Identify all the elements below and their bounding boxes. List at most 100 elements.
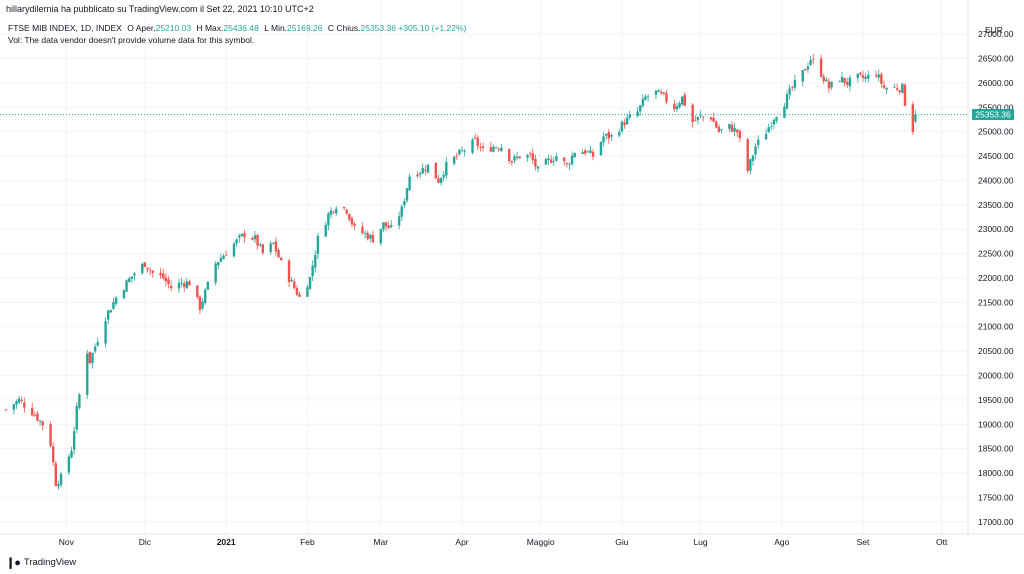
- candle-body: [565, 163, 569, 165]
- candle-body: [206, 281, 210, 290]
- candle-body: [675, 106, 679, 110]
- candle-body: [75, 405, 78, 430]
- candle-body: [426, 164, 430, 173]
- x-tick-label: Ago: [774, 537, 789, 547]
- candle-body: [251, 237, 254, 240]
- candle-body: [489, 147, 493, 152]
- y-tick-label: 26500.00: [978, 54, 1014, 64]
- candle-body: [563, 157, 566, 162]
- close-value: 25353.36: [360, 23, 396, 33]
- time-axis[interactable]: Nov Dic 2021 Feb Mar Apr Maggio Giu Lug Ago Set Ott: [59, 537, 948, 547]
- high-value: 25436.48: [223, 23, 259, 33]
- candle-body: [41, 421, 44, 426]
- candle-body: [882, 85, 886, 88]
- candle-body: [526, 154, 529, 158]
- candle-body: [549, 159, 553, 163]
- candle-body: [387, 225, 390, 229]
- candle-body: [877, 74, 880, 78]
- candle-body: [683, 94, 687, 106]
- candle-body: [122, 290, 126, 299]
- y-tick-label: 19500.00: [978, 395, 1014, 405]
- candle-body: [712, 117, 715, 122]
- candle-body: [214, 263, 217, 283]
- candle-body: [513, 156, 516, 161]
- candle-body: [859, 72, 862, 75]
- candle-body: [167, 279, 170, 285]
- candle-body: [893, 86, 896, 88]
- candle-body: [678, 103, 681, 108]
- candle-body: [51, 446, 55, 463]
- candle-body: [306, 287, 309, 297]
- candle-body: [148, 269, 152, 271]
- candle-body: [96, 342, 99, 346]
- candle-body: [901, 83, 904, 93]
- y-tick-label: 24000.00: [978, 175, 1014, 185]
- candle-body: [342, 206, 346, 209]
- candle-body: [114, 297, 118, 304]
- candle-body: [4, 409, 8, 411]
- candle-body: [238, 235, 241, 238]
- candle-body: [146, 267, 149, 270]
- y-tick-label: 24500.00: [978, 151, 1014, 161]
- y-tick-label: 17000.00: [978, 517, 1014, 527]
- candle-body: [314, 254, 317, 268]
- candle-body: [219, 258, 223, 262]
- candle-body: [445, 161, 448, 176]
- volume-note: Vol: The data vendor doesn't provide vol…: [8, 35, 255, 45]
- candle-body: [494, 147, 498, 149]
- candle-body: [316, 235, 320, 254]
- candle-body: [914, 114, 917, 122]
- candle-body: [17, 398, 21, 403]
- candle-body: [86, 353, 89, 395]
- candle-body: [455, 155, 458, 157]
- candle-body: [424, 169, 427, 171]
- candle-body: [198, 296, 202, 311]
- candle-body: [274, 241, 278, 252]
- low-label: L: [264, 23, 269, 33]
- y-tick-label: 26000.00: [978, 78, 1014, 88]
- candle-body: [382, 222, 385, 230]
- candle-body: [217, 262, 220, 266]
- candle-body: [586, 151, 590, 153]
- candle-body: [418, 172, 422, 175]
- candle-body: [717, 126, 721, 132]
- candle-body: [528, 153, 532, 155]
- candle-body: [369, 234, 372, 239]
- tradingview-brand[interactable]: ❙● TradingView: [6, 556, 76, 569]
- x-tick-label: Giu: [615, 537, 629, 547]
- candle-body: [196, 285, 199, 298]
- price-axis[interactable]: 17000.00 17500.00 18000.00 18500.00 19000.00…: [978, 29, 1014, 527]
- candle-body: [20, 399, 23, 401]
- candle-body: [822, 76, 825, 82]
- y-tick-label: 18000.00: [978, 468, 1014, 478]
- candle-body: [701, 116, 705, 118]
- candle-body: [625, 117, 629, 125]
- candle-body: [471, 139, 474, 153]
- candle-body: [657, 90, 660, 92]
- candle-body: [421, 167, 424, 174]
- candle-body: [699, 115, 702, 117]
- candle-body: [911, 104, 915, 132]
- candle-body: [793, 79, 797, 88]
- candle-body: [371, 235, 375, 243]
- candle-body: [623, 122, 626, 126]
- candle-body: [733, 127, 736, 132]
- symbol-name[interactable]: FTSE MIB INDEX, 1D, INDEX: [8, 23, 122, 33]
- candle-body: [838, 81, 841, 82]
- candle-body: [589, 150, 592, 154]
- candle-body: [463, 150, 466, 152]
- candle-body: [694, 120, 697, 122]
- candle-body: [812, 58, 815, 60]
- high-label: H: [196, 23, 203, 33]
- candle-body: [439, 177, 443, 183]
- candle-body: [591, 151, 595, 157]
- candle-body: [720, 129, 723, 131]
- candle-body: [78, 394, 81, 408]
- candle-body: [581, 152, 584, 154]
- candle-body: [804, 69, 807, 71]
- candle-body: [709, 117, 713, 120]
- candle-body: [801, 70, 804, 82]
- candle-body: [861, 75, 865, 78]
- candle-body: [895, 88, 899, 90]
